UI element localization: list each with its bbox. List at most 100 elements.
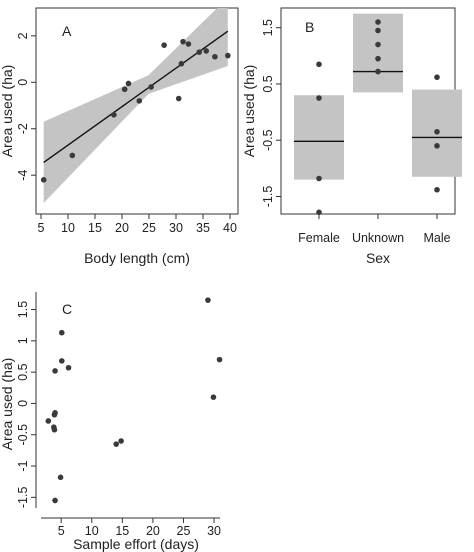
panel-c-point [216,356,223,363]
panel-b-y-tick-label: -1.5 [261,186,275,208]
panel-a-x-tick-label: 5 [38,221,45,235]
panel-a-confidence-band [43,8,228,203]
panel-b-x-tick-label: Female [298,231,340,245]
panel-b-point [316,209,322,216]
panel-b-y-ticks: -1.5 -0.5 0.5 1.5 [261,19,281,207]
panel-b-point [316,95,322,101]
panel-a-point [136,98,143,104]
panel-a-x-tick-label: 20 [115,221,129,235]
panel-c-x-tick-label: 10 [85,524,99,538]
panel-b-points [316,19,440,216]
panel-c-y-tick-label: -0.5 [16,424,30,446]
panel-b-point [375,68,381,75]
panel-c-point [118,438,124,444]
panel-a-point [180,38,186,45]
panel-c-point [52,410,58,416]
panel-c-point [52,368,58,374]
panel-c-y-tick-label: 0.5 [16,363,30,380]
panel-c-y-axis-title: Area used (ha) [0,358,15,451]
panel-c-y-tick-label: 1 [16,337,30,344]
panel-a-point [175,95,182,102]
panel-c-x-tick-label: 20 [146,524,160,538]
panel-a-point [161,42,167,48]
panel-c-y-tick-label: 0 [16,400,30,407]
panel-a-point [111,112,117,118]
panel-b-point [375,41,381,48]
panel-b-y-axis-title: Area used (ha) [241,65,257,158]
panel-b-boxes [294,13,462,180]
panel-c-point [113,441,120,447]
panel-c-point [52,497,58,504]
panel-b-point [375,27,381,34]
panel-a-x-tick-label: 30 [169,221,183,235]
panel-a-point [125,80,132,87]
panel-a-y-tick-label: 2 [16,32,30,39]
panel-b-box-female [294,95,344,180]
panel-c-x-tick-label: 25 [177,524,191,538]
panel-c-point [205,297,211,303]
panel-c-y-tick-label: -1.5 [16,487,30,509]
panel-b-point [375,19,381,25]
panel-a-x-tick-label: 25 [142,221,156,235]
panel-b-point [375,55,381,62]
panel-a-frame [35,7,239,215]
panel-a-point [225,52,231,59]
panel-b-point [434,143,440,149]
panel-a-y-ticks: -4 -2 0 2 [16,32,36,181]
panel-a-points [40,38,231,183]
panel-a-x-axis-title: Body length (cm) [84,250,190,266]
panel-c-point [65,364,72,371]
panel-a-point [148,84,154,90]
panel-b-y-tick-label: -0.5 [261,129,275,151]
panel-b-point [434,128,440,135]
panel-a-point [178,60,185,67]
panel-a-y-axis-title: Area used (ha) [0,65,15,158]
panel-c-x-tick-label: 30 [207,524,221,538]
panel-a-point [69,152,76,159]
panel-c-y-tick-label: 1.5 [16,301,30,318]
panel-c-point [45,418,52,424]
panel-b-point [434,74,440,81]
panel-a-band-area [43,8,228,203]
panel-b-point [316,175,322,182]
panel-a-x-tick-label: 40 [223,221,237,235]
panel-a-point [121,86,128,93]
panel-c-points [45,297,223,504]
panel-a-point [212,53,218,60]
panel-b-box-unknown [353,13,403,93]
panel-a-point [203,48,210,54]
panel-c-x-tick-label: 5 [58,524,65,538]
panel-c-y-tick-label: -1 [16,460,30,471]
panel-b-letter: B [305,19,314,35]
panel-c-point [51,426,58,433]
panel-a: 5 10 15 20 25 30 35 40 -4 -2 0 2 A Body length (cm… [0,7,239,266]
panel-a-point [40,177,47,183]
panel-b-y-tick-label: 1.5 [261,19,275,36]
panel-b-x-ticks: Female Unknown Male [298,214,451,245]
panel-b-y-tick-label: 0.5 [261,75,275,92]
panel-c-x-tick-label: 15 [115,524,129,538]
panel-a-x-tick-label: 15 [88,221,102,235]
panel-a-point [196,49,203,55]
panel-c-x-ticks: 5 10 15 20 25 30 [58,518,221,538]
panel-a-y-tick-label: 0 [16,79,30,86]
panel-a-point [185,41,192,47]
panel-a-x-tick-label: 10 [61,221,75,235]
panel-a-x-ticks: 5 10 15 20 25 30 35 40 [38,214,237,235]
panel-b-point [434,186,440,193]
panel-c-point [58,329,65,336]
panel-a-letter: A [62,23,72,39]
panel-a-y-tick-label: -4 [16,170,30,181]
panel-c-y-ticks: -1.5 -1 -0.5 0 0.5 1 1.5 [16,301,36,508]
panel-b-point [316,61,322,68]
panel-c: 5 10 15 20 25 30 -1.5 -1 -0.5 0 0.5 1 1.5 C Sample … [0,292,223,552]
panel-b-x-axis-title: Sex [366,250,390,266]
panel-c-x-axis-title: Sample effort (days) [73,536,199,552]
panel-b: Female Unknown Male -1.5 -0.5 0.5 1.5 B Sex A… [241,7,462,266]
panel-c-point [57,474,64,481]
panel-a-x-tick-label: 35 [196,221,210,235]
panel-a-y-tick-label: -2 [16,123,30,134]
panel-b-x-tick-label: Unknown [352,231,404,245]
panel-c-point [210,394,217,400]
